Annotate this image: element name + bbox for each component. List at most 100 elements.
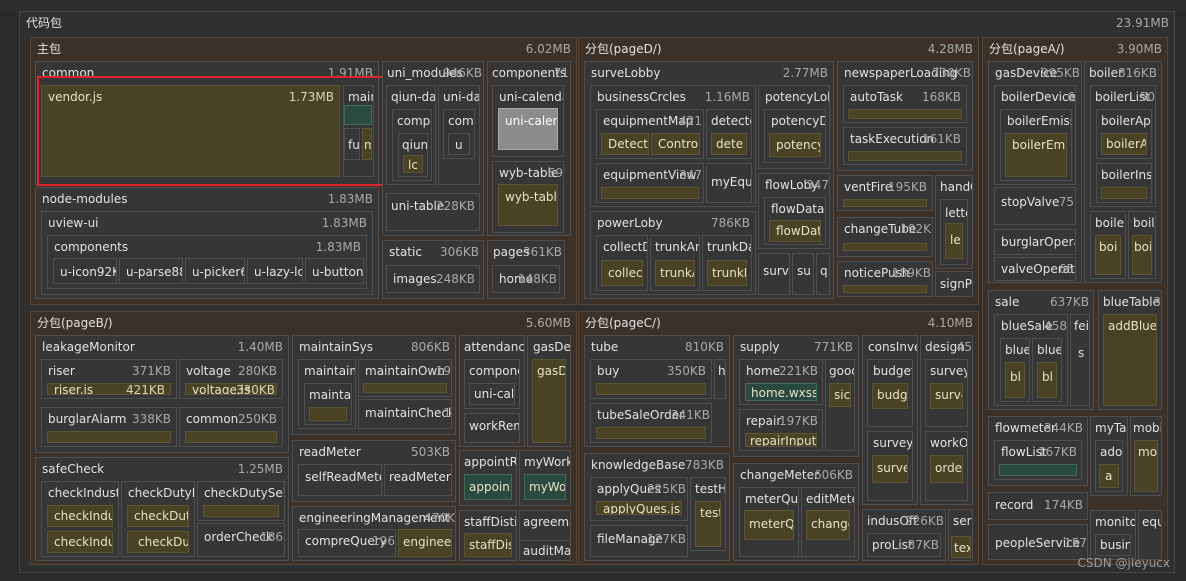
main-package-label: 主包	[37, 42, 62, 56]
burglarAlarm-leaf[interactable]	[47, 431, 171, 443]
busin-block[interactable]: busin	[1095, 534, 1131, 556]
engineer-leaf[interactable]: engineer	[398, 529, 452, 557]
repairInput-leaf[interactable]: repairInput	[745, 433, 817, 447]
equ-block[interactable]: equ	[1138, 510, 1162, 560]
fileManage-block[interactable]: fileManage 127KB	[590, 525, 688, 557]
potencyD-leaf[interactable]: potency	[769, 133, 821, 157]
design-surveyS-leaf[interactable]: surve	[930, 383, 963, 409]
noticePush-leaf[interactable]	[843, 285, 927, 293]
lette-leaf[interactable]: le	[945, 223, 963, 259]
mobi-leaf[interactable]: mo	[1134, 440, 1158, 492]
u-parse-block[interactable]: u-parse88KB	[119, 258, 183, 284]
equipmentMap-control-leaf[interactable]: Control	[651, 133, 700, 155]
record-block[interactable]: record 174KB	[988, 492, 1088, 520]
applyQues-js-leaf[interactable]: applyQues.js	[596, 501, 682, 515]
orderCheck-block[interactable]: orderCheck 186	[197, 523, 285, 557]
autoTask-leaf[interactable]	[848, 109, 962, 119]
surve-block[interactable]: surve	[758, 253, 790, 295]
budget-leaf[interactable]: budg	[872, 383, 908, 409]
images-block[interactable]: images 248KB	[386, 265, 480, 293]
proList-block[interactable]: proList 87KB	[867, 533, 941, 557]
testHi-leaf[interactable]: test	[695, 501, 721, 547]
u-lazy-load-block[interactable]: u-lazy-load	[247, 258, 303, 284]
boilerAp-leaf[interactable]: boilerA	[1101, 133, 1147, 155]
repair-size: 197KB	[778, 414, 818, 428]
collectD-leaf[interactable]: collec	[601, 260, 643, 286]
checkDutySelf-leaf[interactable]	[203, 505, 279, 517]
serv-leaf[interactable]: text	[951, 536, 971, 558]
equipmentView-leaf[interactable]	[601, 187, 699, 199]
boilerEmissi-leaf[interactable]: boilerEmi	[1005, 133, 1067, 177]
trunkAn-leaf[interactable]: trunkA	[655, 260, 695, 286]
editMete-leaf[interactable]: change	[806, 510, 850, 540]
wyb-table-leaf[interactable]: wyb-table	[498, 184, 558, 226]
home-wxss-leaf[interactable]: home.wxss	[745, 383, 817, 401]
common-m-block[interactable]: m	[362, 128, 372, 160]
q-block[interactable]: q	[816, 253, 830, 295]
uni-calendar-leaf[interactable]: uni-calend	[498, 108, 558, 150]
common-b-leaf[interactable]	[185, 431, 277, 443]
good-leaf[interactable]: sic	[829, 383, 851, 407]
boil-leaf[interactable]: boi	[1132, 235, 1152, 275]
checkDu-leaf[interactable]: checkDu	[127, 531, 189, 553]
u-picker-block[interactable]: u-picker63KB	[185, 258, 245, 284]
qiun-lc-leaf[interactable]: lc	[403, 155, 423, 173]
flowDataC-leaf[interactable]: flowDat	[769, 220, 821, 242]
uni-table-block[interactable]: uni-table 228KB	[386, 193, 480, 231]
detectc-leaf[interactable]: dete	[711, 133, 747, 155]
peopleService-block[interactable]: peopleService 157	[988, 524, 1088, 560]
myWorkC-leaf[interactable]: myWo	[524, 474, 566, 500]
common-fu-block[interactable]: fu	[344, 128, 360, 160]
taskExecution-leaf[interactable]	[848, 151, 962, 161]
changeTube-leaf[interactable]	[843, 243, 927, 251]
ventFire-leaf[interactable]	[843, 199, 927, 207]
h-block[interactable]: h	[714, 359, 726, 399]
maintainCheck-block[interactable]: maintainCheck 1	[358, 399, 452, 429]
selfReadMeter-block[interactable]: selfReadMeter	[298, 464, 382, 496]
workO-leaf[interactable]: orde	[930, 455, 963, 483]
trunkDa-leaf[interactable]: trunkI	[707, 260, 747, 286]
addBlue-leaf[interactable]: addBlue	[1103, 314, 1157, 406]
blue1-leaf[interactable]: bl	[1005, 362, 1025, 398]
riser-js-leaf[interactable]: riser.js 421KB	[47, 383, 171, 395]
home-block[interactable]: home 148KB	[492, 265, 560, 293]
maintai-leaf[interactable]	[309, 407, 347, 421]
meterQue-leaf[interactable]: meterQ	[744, 510, 794, 540]
voltage-js-leaf[interactable]: voltage.js 330KB	[185, 383, 277, 395]
uni-cal-block[interactable]: uni-cal	[469, 383, 515, 405]
checkDuty-leaf[interactable]: checkDuty	[127, 505, 189, 527]
changeTube-block[interactable]: changeTube 192K	[837, 217, 933, 257]
feil-block[interactable]: feil s	[1070, 314, 1090, 406]
gasDev-leaf[interactable]: gasD	[532, 359, 566, 443]
equipmentMap-detectc-leaf[interactable]: Detectc	[601, 133, 649, 155]
u-icon-block[interactable]: u-icon92KB	[53, 258, 117, 284]
buy-leaf[interactable]	[596, 383, 706, 395]
uni-da-u-block[interactable]: u	[448, 133, 470, 155]
flowList-leaf[interactable]	[999, 464, 1077, 476]
checkIndus-leaf-2[interactable]: checkIndus	[47, 531, 113, 553]
blue2-leaf[interactable]: bl	[1037, 362, 1057, 398]
auditMar-block[interactable]: auditMar	[519, 540, 571, 561]
signPi-block[interactable]: signPi	[935, 271, 973, 297]
appointR-leaf[interactable]: appoin	[464, 474, 512, 500]
valveOperat-block[interactable]: valveOperat 65	[994, 257, 1076, 281]
compreQuery-block[interactable]: compreQuery 196	[298, 529, 396, 557]
surveyS-leaf[interactable]: surve	[872, 455, 908, 483]
boilerIns-leaf[interactable]	[1101, 187, 1147, 199]
u-button-label: u-button	[312, 265, 364, 279]
u-button-block[interactable]: u-button	[305, 258, 364, 284]
boile-leaf[interactable]: boi	[1095, 235, 1121, 275]
vendor-js-block[interactable]: vendor.js 1.73MB	[41, 85, 340, 177]
stopValve-block[interactable]: stopValve 75	[994, 187, 1076, 225]
common-main-leaf[interactable]	[344, 105, 372, 125]
maintainOwn-leaf[interactable]	[363, 383, 447, 393]
checkIndus-leaf-1[interactable]: checkIndus	[47, 505, 113, 527]
ado-leaf[interactable]: a	[1099, 464, 1119, 488]
burglarOperat-block[interactable]: burglarOperat	[994, 229, 1076, 255]
workRem-block[interactable]: workRem	[464, 413, 520, 443]
readMeterIn-block[interactable]: readMeterIn	[384, 464, 452, 496]
su-block[interactable]: su	[792, 253, 814, 295]
myEqui-block[interactable]: myEqui	[706, 163, 752, 203]
staffDisti-leaf[interactable]: staffDis	[464, 533, 512, 557]
tubeSaleOrder-leaf[interactable]	[596, 427, 706, 439]
